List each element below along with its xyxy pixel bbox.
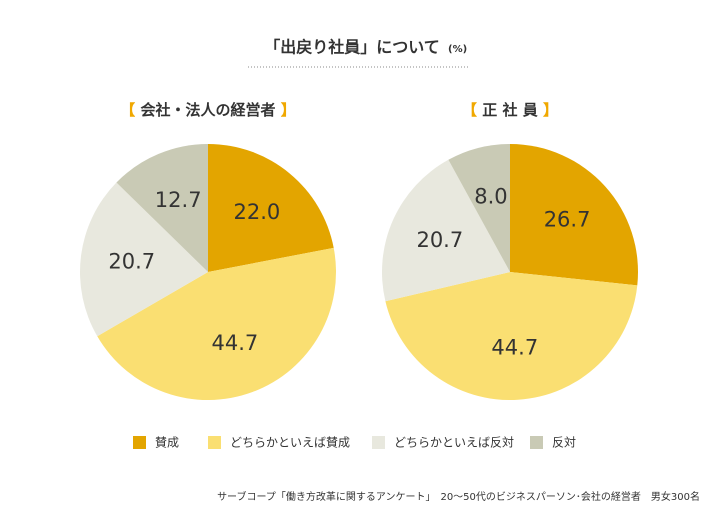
- legend-label: どちらかといえば賛成: [230, 436, 350, 450]
- value-label: 44.7: [491, 336, 538, 360]
- value-label: 20.7: [108, 250, 155, 274]
- value-label: 12.7: [155, 188, 202, 212]
- value-label: 8.0: [474, 185, 507, 209]
- chart-title: 「出戻り社員」について: [264, 38, 440, 57]
- legend-label: 賛成: [155, 436, 179, 450]
- pie-slice: [382, 159, 510, 302]
- title-part: 【: [462, 101, 477, 119]
- pie-title: 【 正 社 員 】: [462, 101, 558, 119]
- legend-swatch: [530, 436, 543, 449]
- pie-slice: [208, 144, 334, 272]
- legend-label: 反対: [552, 436, 576, 450]
- pie-slice: [116, 144, 208, 272]
- title-part: 】: [543, 101, 558, 119]
- title-part: 会社・法人の経営者: [135, 101, 280, 119]
- pie-slice: [448, 144, 510, 272]
- pie-slice: [385, 272, 638, 401]
- legend-swatch: [133, 436, 146, 449]
- value-label: 26.7: [544, 208, 591, 232]
- title-part: 正 社 員: [477, 101, 543, 119]
- value-label: 22.0: [234, 200, 281, 224]
- legend-label: どちらかといえば反対: [394, 436, 514, 450]
- value-label: 44.7: [212, 331, 259, 355]
- pie-slice: [97, 247, 336, 400]
- legend-swatch: [372, 436, 385, 449]
- title-part: 【: [120, 101, 135, 119]
- legend-swatch: [208, 436, 221, 449]
- unit: (%): [448, 44, 467, 55]
- pie-title: 【 会社・法人の経営者 】: [120, 101, 295, 119]
- source: サーブコープ「働き方改革に関するアンケート」 20～50代のビジネスパーソン･会…: [217, 490, 700, 503]
- pie-slice: [510, 144, 638, 286]
- title-part: 】: [281, 101, 296, 119]
- pie-slice: [80, 182, 208, 337]
- value-label: 20.7: [416, 228, 463, 252]
